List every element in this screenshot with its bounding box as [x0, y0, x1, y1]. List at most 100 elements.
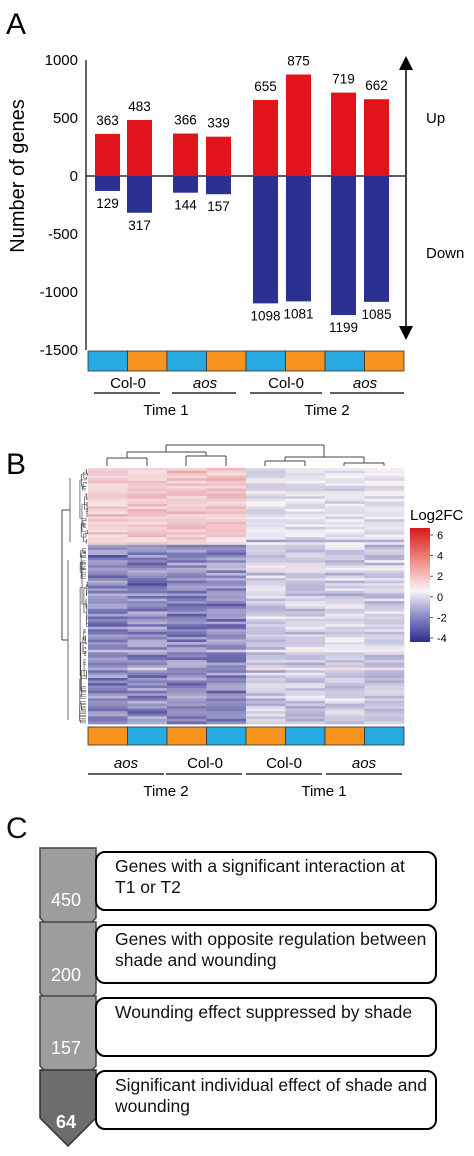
heatmap-cell	[246, 690, 286, 694]
flow-step-text: Significant individual effect of shade a…	[115, 1075, 427, 1116]
heatmap-cell	[206, 634, 247, 638]
heatmap-cell	[127, 537, 168, 540]
heatmap-cell	[325, 698, 365, 702]
genotype-label: Col-0	[266, 755, 302, 772]
heatmap-cell	[88, 498, 128, 502]
heatmap-cell	[167, 713, 207, 717]
heatmap-cell	[167, 672, 207, 676]
heatmap-cell	[325, 498, 365, 502]
bar-down-value: 144	[174, 198, 197, 213]
heatmap-cell	[325, 580, 365, 584]
heatmap-cell	[364, 654, 405, 658]
heatmap-cell	[246, 562, 286, 566]
column-dendrogram	[106, 444, 385, 466]
heatmap-cell	[167, 688, 207, 692]
down-label: Down	[426, 245, 464, 262]
heatmap-cell	[88, 468, 128, 471]
heatmap-cell	[246, 593, 286, 597]
heatmap-cell	[325, 549, 365, 553]
heatmap-cell	[364, 529, 405, 533]
heatmap-cell	[167, 560, 207, 564]
heatmap-cell	[364, 631, 405, 635]
heatmap-cell	[167, 570, 207, 574]
heatmap-cell	[325, 603, 365, 607]
bar-up-value: 339	[207, 116, 230, 131]
heatmap-cell	[88, 695, 128, 699]
heatmap-cell	[206, 552, 247, 556]
bar-down	[286, 176, 311, 302]
heatmap-cell	[206, 503, 247, 507]
heatmap-cell	[88, 626, 128, 630]
heatmap-cell	[285, 672, 326, 676]
heatmap-cell	[246, 626, 286, 630]
heatmap-cell	[88, 616, 128, 620]
heatmap-cell	[246, 514, 286, 517]
heatmap-cell	[167, 690, 207, 694]
heatmap-cell	[364, 524, 405, 528]
heatmap-cell	[127, 526, 168, 530]
bar-down	[127, 176, 152, 213]
heatmap-cell	[127, 488, 168, 492]
heatmap-cell	[364, 485, 405, 489]
heatmap-cell	[246, 537, 286, 540]
heatmap-cell	[206, 519, 247, 523]
heatmap-cell	[167, 608, 207, 612]
bar-down-value: 1199	[329, 320, 358, 335]
heatmap-cell	[364, 590, 405, 594]
heatmap-cell	[206, 631, 247, 635]
heatmap-cell	[325, 578, 365, 581]
heatmap-cell	[127, 572, 168, 576]
heatmap-cell	[88, 621, 128, 625]
heatmap-cell	[88, 670, 128, 674]
heatmap-cell	[285, 698, 326, 702]
genotype-label: aos	[352, 755, 377, 772]
heatmap-cell	[364, 593, 405, 597]
heatmap-cell	[364, 501, 405, 505]
heatmap-cell	[88, 718, 128, 722]
heatmap-cell	[285, 468, 326, 471]
heatmap-cell	[325, 639, 365, 643]
heatmap-cell	[285, 606, 326, 610]
heatmap-cell	[206, 473, 247, 476]
heatmap-cell	[88, 649, 128, 653]
heatmap-cell	[206, 547, 247, 551]
heatmap-cell	[325, 529, 365, 533]
heatmap-cell	[285, 695, 326, 699]
heatmap-cell	[127, 575, 168, 579]
heatmap-cell	[325, 567, 365, 571]
heatmap-cell	[364, 652, 405, 656]
heatmap-cell	[364, 647, 405, 651]
heatmap-cell	[88, 657, 128, 661]
heatmap-cell	[285, 639, 326, 643]
time-label: Time 1	[301, 783, 346, 800]
heatmap-cell	[285, 534, 326, 538]
heatmap-cell	[246, 598, 286, 602]
heatmap-cell	[88, 624, 128, 628]
heatmap-cell	[285, 654, 326, 658]
heatmap-cell	[206, 613, 247, 617]
heatmap-cell	[246, 721, 286, 725]
flow-step-box: Significant individual effect of shade a…	[95, 1070, 437, 1130]
heatmap-cell	[246, 693, 286, 697]
heatmap-cell	[206, 475, 247, 479]
heatmap-cell	[206, 478, 247, 482]
heatmap-cell	[88, 524, 128, 528]
panel-b-label: B	[6, 448, 26, 481]
heatmap-cell	[88, 667, 128, 671]
heatmap-cell	[206, 677, 247, 681]
genotype-label: Col-0	[187, 755, 223, 772]
heatmap-cell	[206, 639, 247, 643]
heatmap-cell	[167, 496, 207, 500]
heatmap-cell	[88, 642, 128, 645]
heatmap-cell	[167, 503, 207, 507]
heatmap-cell	[167, 557, 207, 561]
heatmap-cell	[364, 606, 405, 610]
heatmap-cell	[88, 685, 128, 689]
heatmap-cell	[127, 493, 168, 497]
heatmap-cell	[127, 713, 168, 717]
heatmap-cell	[127, 598, 168, 602]
heatmap-cell	[325, 660, 365, 663]
heatmap-cell	[167, 596, 207, 599]
heatmap-cell	[364, 657, 405, 661]
heatmap-cell	[88, 519, 128, 523]
